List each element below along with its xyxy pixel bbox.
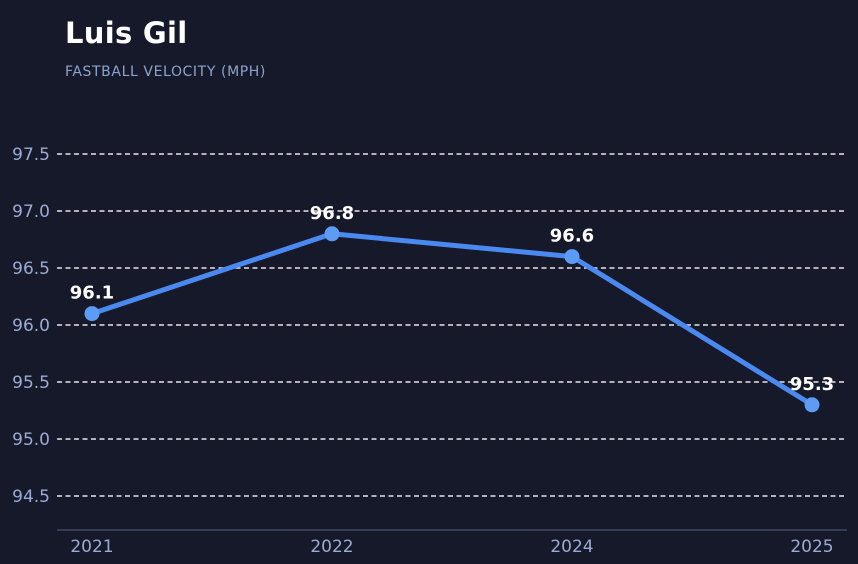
data-point-label: 96.6: [550, 226, 594, 247]
page-title: Luis Gil: [65, 16, 188, 50]
x-axis-tick-label: 2022: [310, 537, 353, 557]
y-axis-tick-label: 96.0: [12, 316, 50, 336]
y-axis-tick-label: 96.5: [12, 259, 50, 279]
y-axis-tick-label: 97.5: [12, 145, 50, 165]
y-axis-tick-label: 97.0: [12, 202, 50, 222]
y-axis-tick-label: 95.5: [12, 373, 50, 393]
chart-subtitle: FASTBALL VELOCITY (MPH): [65, 63, 266, 80]
data-point-marker: [324, 226, 340, 242]
velocity-line: [89, 231, 815, 408]
y-axis-tick-label: 94.5: [12, 487, 50, 507]
data-point-marker: [564, 249, 580, 265]
data-point-marker: [804, 397, 820, 413]
chart-header: Luis Gil FASTBALL VELOCITY (MPH): [65, 16, 266, 80]
data-point-label: 95.3: [790, 374, 834, 395]
y-axis-tick-label: 95.0: [12, 430, 50, 450]
data-point-marker: [84, 306, 100, 322]
x-axis-tick-label: 2021: [70, 537, 113, 557]
x-axis-tick-label: 2024: [550, 537, 593, 557]
data-point-label: 96.8: [310, 203, 354, 224]
x-axis-tick-label: 2025: [790, 537, 833, 557]
data-point-label: 96.1: [70, 283, 114, 304]
